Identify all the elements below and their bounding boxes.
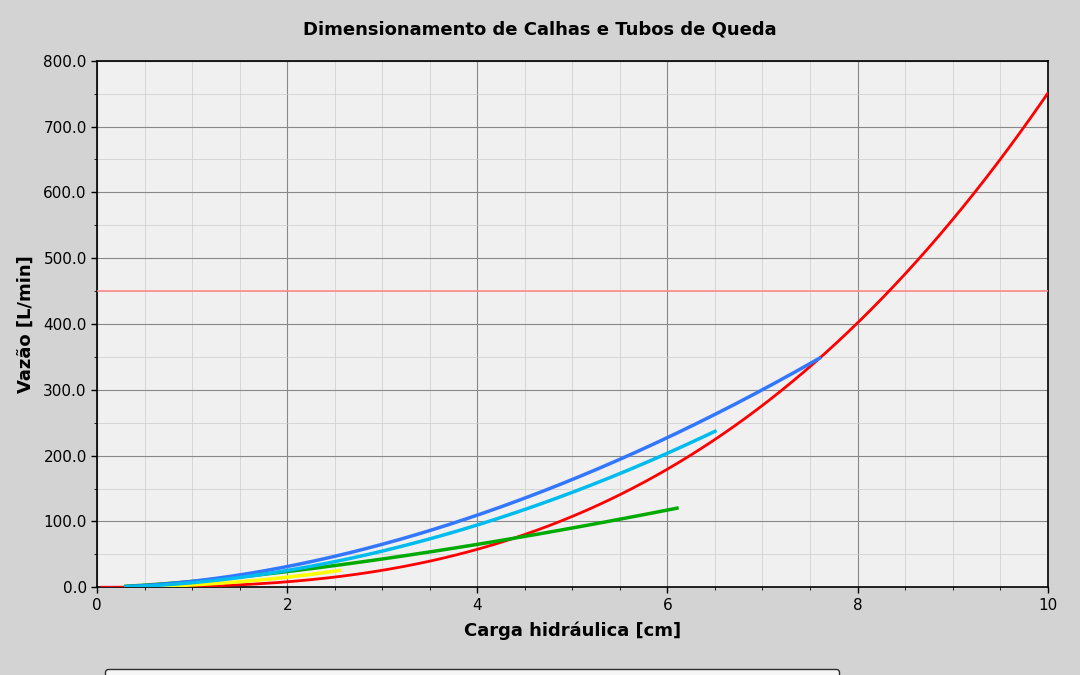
Y-axis label: Vazão [L/min]: Vazão [L/min] (17, 255, 35, 393)
X-axis label: Carga hidráulica [cm]: Carga hidráulica [cm] (463, 621, 681, 639)
Legend: Vazão de projeto, φ = 50mm, φ = 75mm, φ = 100mm: Vazão de projeto, φ = 50mm, φ = 75mm, φ … (105, 669, 839, 675)
Text: Dimensionamento de Calhas e Tubos de Queda: Dimensionamento de Calhas e Tubos de Que… (303, 20, 777, 38)
